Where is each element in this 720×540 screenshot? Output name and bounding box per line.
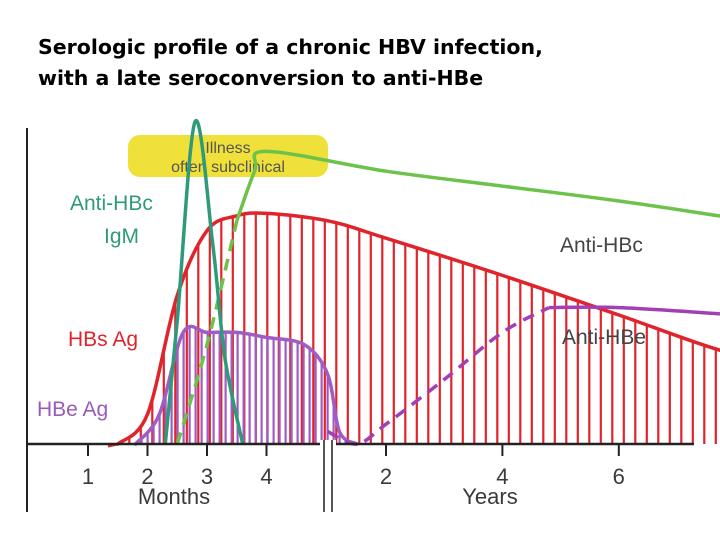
x-tick-label: 2 — [380, 464, 392, 489]
label-anti-hbc-igm-line-1: Anti-HBc — [70, 192, 153, 215]
series-anti-hbe — [326, 305, 720, 446]
x-tick-label: 1 — [82, 464, 94, 489]
chart-title: Serologic profile of a chronic HBV infec… — [38, 32, 698, 94]
x-axis-ticks: 1234246810 — [82, 444, 625, 489]
x-tick-label: 3 — [201, 464, 213, 489]
x-tick-label: 6 — [613, 464, 625, 489]
x-axis-title-years: Years — [462, 484, 517, 509]
illness-box — [128, 135, 328, 177]
x-tick-label: 2 — [141, 464, 153, 489]
label-anti-hbc: Anti-HBc — [560, 234, 643, 257]
chart-title-line-1: Serologic profile of a chronic HBV infec… — [38, 35, 543, 59]
anti-hbc-igm-curve — [163, 118, 245, 445]
x-tick-label: 4 — [260, 464, 272, 489]
series-anti-hbc-igm — [163, 118, 245, 445]
anti-hbc-curve — [235, 149, 720, 222]
label-anti-hbc-igm-line-2: IgM — [104, 225, 139, 248]
anti-hbe-dashed-curve — [326, 306, 550, 446]
illness-text-line-1: Illness — [205, 140, 250, 157]
chart-title-line-2: with a late seroconversion to anti-HBe — [38, 66, 484, 90]
label-hbs-ag: HBs Ag — [68, 328, 138, 351]
label-anti-hbe: Anti-HBe — [562, 326, 646, 349]
hbs-ag-curve — [116, 211, 720, 446]
label-hbe-ag: HBe Ag — [37, 398, 108, 421]
x-tick-label: 4 — [496, 464, 508, 489]
series-anti-hbc — [175, 149, 720, 445]
axis-break — [320, 440, 336, 512]
anti-hbe-curve — [548, 305, 720, 316]
x-axis-title-months: Months — [138, 484, 210, 509]
hbe-ag-curve — [133, 324, 359, 446]
anti-hbc-dashed-curve — [175, 220, 239, 445]
